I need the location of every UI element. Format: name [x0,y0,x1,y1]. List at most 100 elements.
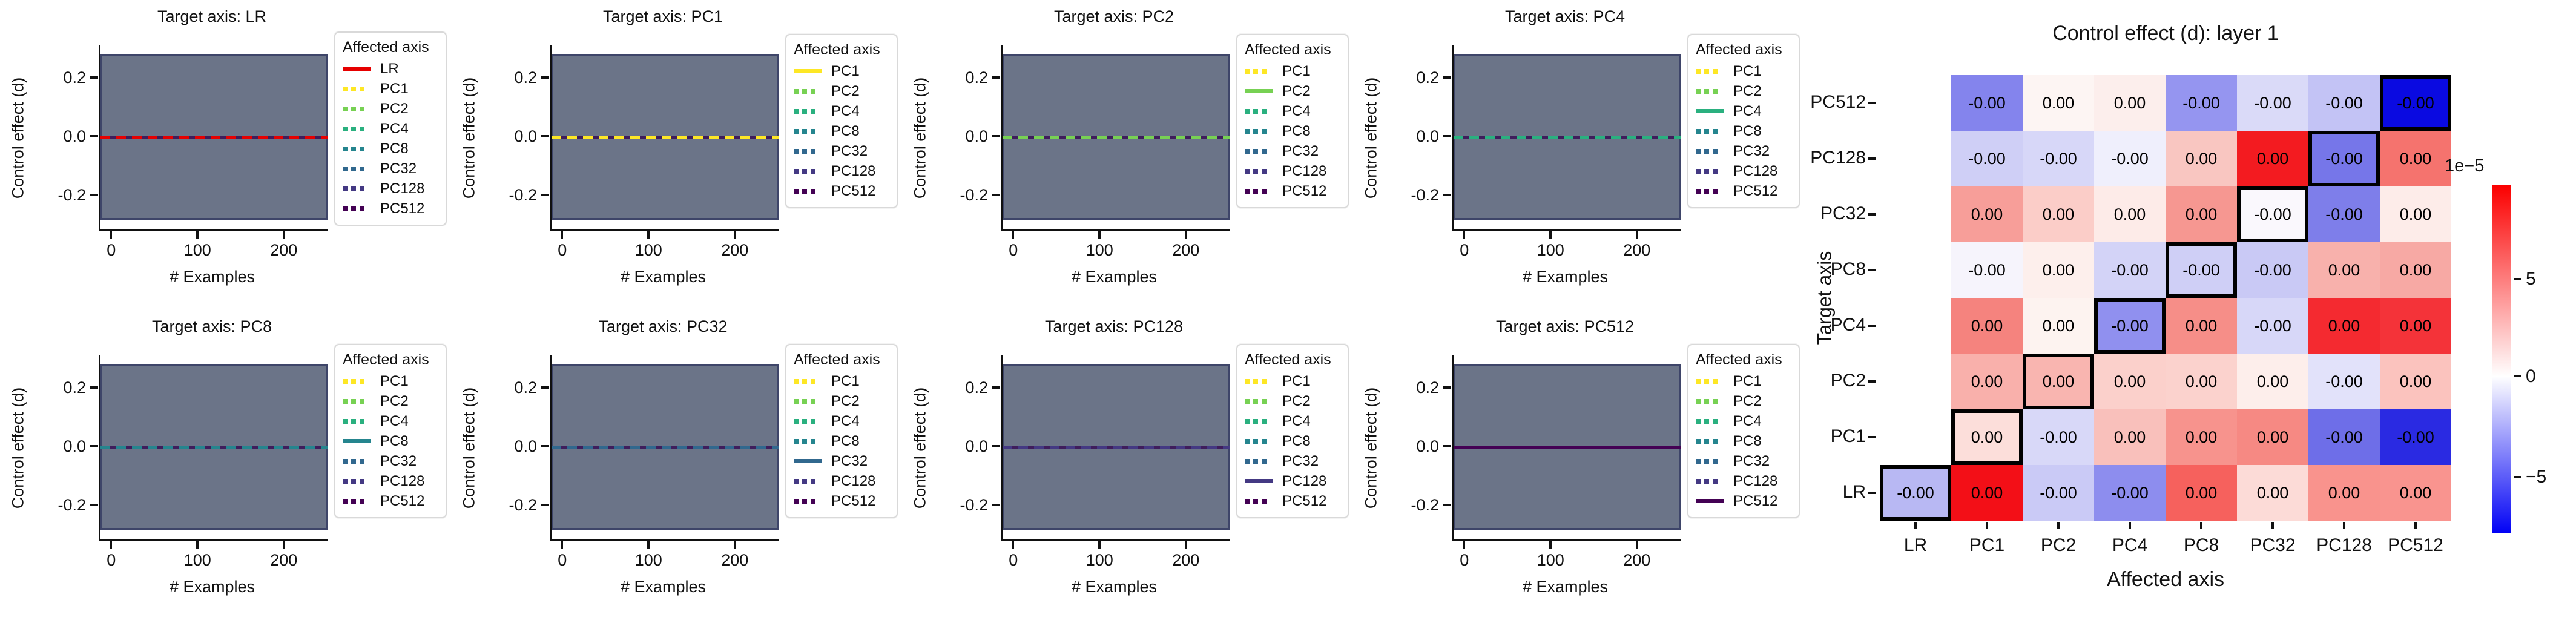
legend-entry-label: PC1 [1282,62,1311,79]
y-tick-mark [992,76,1000,79]
zero-line-lr [100,135,328,139]
y-tick-label: 0.0 [63,127,86,145]
legend-dot-swatch [360,106,364,111]
legend-dotted-line-icon [794,398,825,404]
heatmap-cell-lr-pc128: 0.00 [2308,465,2380,521]
legend-solid-line-icon [1696,499,1727,503]
legend-entry-pc4: PC4 [1696,101,1791,121]
y-axis-label: Control effect (d) [8,387,27,509]
legend-dotted-line-icon [343,458,374,464]
y-tick-label: -0.2 [960,496,988,514]
legend-dot-swatch [1704,458,1709,464]
legend-box: Affected axis PC1 PC2 PC4 PC8 PC32 PC128 PC512 [334,344,447,518]
legend-entry-pc512: PC512 [1245,181,1340,201]
legend-entry-pc1: PC1 [343,371,438,391]
legend-box: Affected axis PC1 PC2 PC4 PC8 PC32 PC128 PC512 [1687,34,1800,208]
legend-entry-label: PC32 [831,452,868,469]
legend-dot-swatch [1245,418,1250,424]
y-tick-mark [1443,135,1451,137]
legend-entry-pc512: PC512 [1696,181,1791,201]
legend-entry-pc2: PC2 [1245,81,1340,101]
heatmap-col-tick-mark [2200,522,2202,529]
heatmap-cell-value: -0.00 [2254,260,2291,279]
legend-dot-swatch [351,206,356,211]
legend-entry-pc8: PC8 [1696,121,1791,141]
x-tick-label: 100 [183,551,211,569]
subplot-title: Target axis: PC8 [151,317,272,335]
legend-dot-swatch [794,378,799,384]
heatmap-cell-value: -0.00 [1968,93,2006,112]
heatmap-cell-value: 0.00 [2399,205,2432,223]
legend-line-swatch [1245,479,1273,483]
legend-dot-swatch [1696,458,1701,464]
subplot-title: Target axis: PC32 [598,317,728,335]
y-axis-label: Control effect (d) [911,77,929,199]
legend-dotted-line-icon [343,478,374,484]
legend-entry-label: PC128 [1733,162,1778,179]
heatmap-row-tick-mark [1868,157,1876,160]
subplot-title: Target axis: PC512 [1495,317,1635,335]
legend-dotted-line-icon [794,148,825,154]
y-tick-label: 0.0 [1416,127,1439,145]
x-tick-label: 200 [721,551,749,569]
legend-dotted-line-icon [1696,458,1727,464]
heatmap-cell-lr-lr: -0.00 [1880,465,1951,521]
heatmap-cell-value: 0.00 [2256,427,2289,446]
y-tick-mark [1443,386,1451,389]
heatmap-cell-pc128-pc8: 0.00 [2166,131,2237,186]
y-tick-mark [90,135,98,137]
legend-entry-label: PC2 [1282,392,1311,409]
x-tick-mark [282,541,285,549]
y-axis-label: Control effect (d) [1362,387,1380,509]
legend-entry-label: PC2 [1733,392,1762,409]
heatmap-col-label: PC1 [1969,535,2005,555]
legend-dot-swatch [1262,438,1267,444]
legend-entry-pc2: PC2 [1696,81,1791,101]
heatmap-cell-value: 0.00 [2042,205,2075,223]
y-tick-mark [90,194,98,196]
legend-dotted-line-icon [1245,148,1276,154]
heatmap-cell-pc2-pc1: 0.00 [1951,354,2023,409]
legend-entry-label: PC128 [1282,472,1327,489]
y-tick-mark [992,504,1000,506]
legend-dot-swatch [343,126,348,131]
legend-dot-swatch [1253,148,1258,154]
legend-title: Affected axis [1696,351,1782,368]
legend-entry-label: PC8 [1733,432,1762,449]
legend-dot-swatch [1262,128,1267,134]
legend-entry-pc128: PC128 [1245,161,1340,181]
heatmap-grid: -0.00 0.00 0.00 -0.00 -0.00 -0.00 -0.00 -0.00 -0… [1880,75,2451,521]
legend-solid-line-icon [343,67,374,71]
legend-entry-label: PC8 [380,140,409,157]
legend-dot-swatch [360,498,364,504]
heatmap-title: Control effect (d): layer 1 [2052,22,2279,45]
heatmap-cell-value: 0.00 [2113,93,2146,112]
heatmap-row-tick-mark [1868,436,1876,438]
legend-entry-label: PC1 [831,62,860,79]
heatmap-cell-value: 0.00 [2185,149,2218,168]
legend-dot-swatch [360,478,364,484]
legend-dot-swatch [802,418,807,424]
x-tick-label: 0 [1460,241,1469,259]
legend-entry-label: PC4 [380,120,409,137]
heatmap-cell-lr-pc2: -0.00 [2023,465,2094,521]
y-tick-mark [541,386,549,389]
legend-dotted-line-icon [343,146,374,151]
heatmap-col-label: PC32 [2250,535,2296,555]
heatmap-cell-pc128-pc4: -0.00 [2094,131,2166,186]
legend-entry-label: PC512 [1733,182,1778,199]
legend-entry-pc512: PC512 [794,181,889,201]
zero-line-pc2 [1003,135,1230,139]
heatmap-cell-value: -0.00 [2111,260,2149,279]
legend-dot-swatch [1713,398,1718,404]
legend-dot-swatch [1245,68,1250,74]
legend-entry-pc1: PC1 [1696,61,1791,81]
subplot-title: Target axis: PC1 [602,7,723,25]
legend-dotted-line-icon [1696,398,1727,404]
legend-dot-swatch [351,498,356,504]
legend-dot-swatch [811,478,815,484]
legend-entry-pc512: PC512 [794,491,889,511]
y-tick-label: 0.0 [63,437,86,455]
legend-dotted-line-icon [1696,68,1727,74]
heatmap-cell-value: -0.00 [2040,427,2077,446]
